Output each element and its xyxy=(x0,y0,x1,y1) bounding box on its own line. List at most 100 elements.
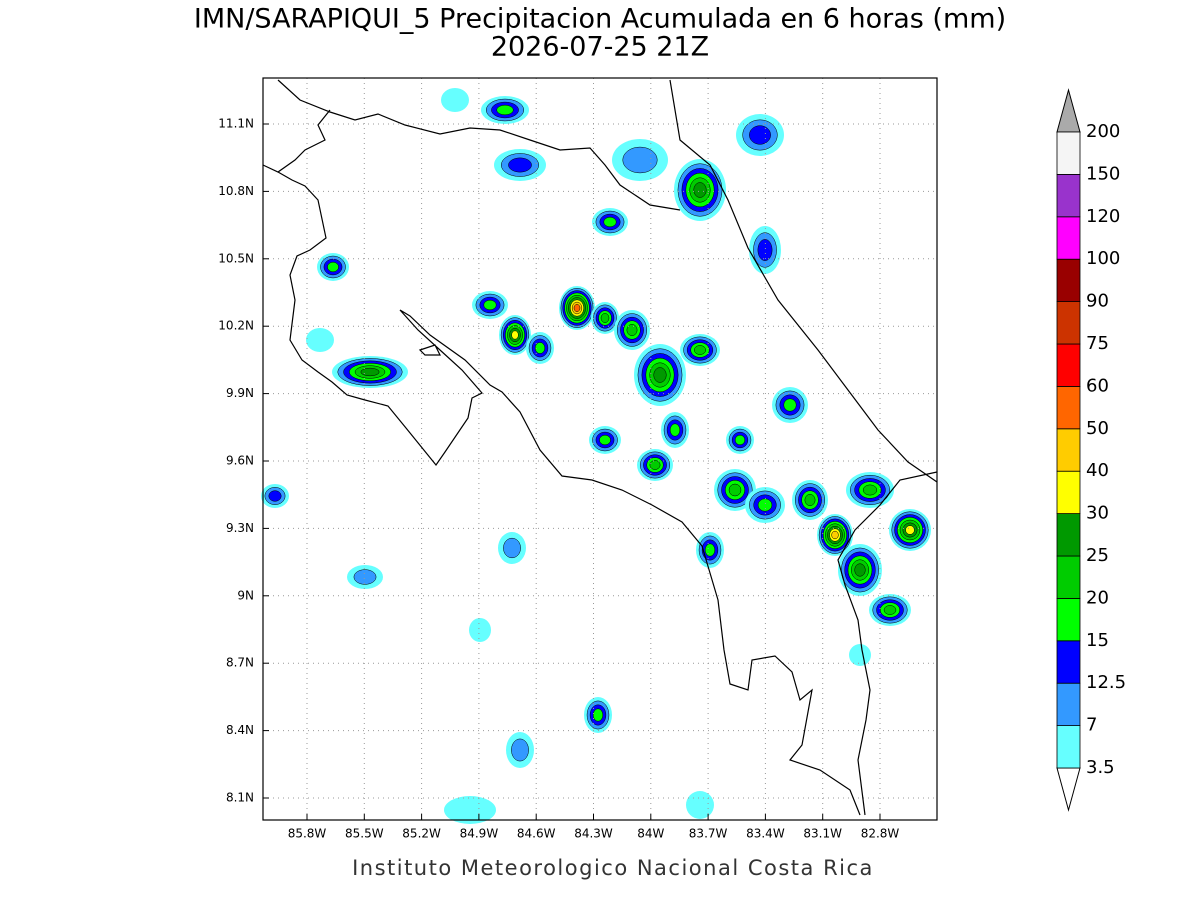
rain-contour xyxy=(883,605,897,615)
rain-contour xyxy=(592,708,604,722)
colorbar-box xyxy=(1056,258,1081,303)
colorbar-label: 90 xyxy=(1086,291,1109,312)
lat-label: 9.6N xyxy=(226,454,254,468)
rain-contour xyxy=(694,345,706,355)
colorbar-box xyxy=(1056,598,1081,642)
rain-contour xyxy=(626,324,638,336)
colorbar-box xyxy=(1056,470,1081,515)
rain-contour xyxy=(622,146,658,174)
rain-contour xyxy=(693,182,707,198)
rain-contour xyxy=(327,261,339,273)
subtitle: 2026-07-25 21Z xyxy=(491,32,709,63)
rain-contour xyxy=(653,367,667,383)
lat-label: 11.1N xyxy=(218,117,254,131)
colorbar-box xyxy=(1056,640,1081,684)
lon-label: 83.7W xyxy=(689,827,728,841)
lon-label: 83.4W xyxy=(746,827,785,841)
coastline xyxy=(262,79,938,816)
lon-label: 85.2W xyxy=(402,827,441,841)
colorbar-label: 7 xyxy=(1086,715,1097,736)
colorbar-label: 3.5 xyxy=(1086,757,1115,778)
colorbar-box xyxy=(1056,682,1081,727)
rain-contour xyxy=(854,563,866,577)
lon-label: 83.1W xyxy=(803,827,842,841)
colorbar-box xyxy=(1056,343,1081,387)
rain-contour xyxy=(749,125,771,145)
colorbar-under xyxy=(1056,767,1081,812)
rain-contour xyxy=(469,618,491,642)
colorbar-box xyxy=(1056,725,1081,769)
colorbar-box xyxy=(1056,385,1081,430)
colorbar-over xyxy=(1056,88,1081,133)
lon-label: 84.9W xyxy=(460,827,499,841)
colorbar-box xyxy=(1056,555,1081,599)
lon-label: 85.8W xyxy=(288,827,327,841)
rain-contour xyxy=(649,460,661,470)
lon-label: 82.8W xyxy=(861,827,900,841)
colorbar-label: 200 xyxy=(1086,121,1120,142)
colorbar-box xyxy=(1056,513,1081,557)
rain-contour xyxy=(511,330,519,340)
rain-contour xyxy=(783,398,797,412)
lat-label: 10.5N xyxy=(218,251,254,265)
rain-contour xyxy=(728,483,742,497)
rain-contour xyxy=(704,543,716,557)
colorbar-label: 60 xyxy=(1086,375,1109,396)
colorbar-box xyxy=(1056,131,1081,175)
rain-contour xyxy=(268,490,282,502)
rain-contour xyxy=(831,530,839,540)
rain-contour xyxy=(534,342,546,354)
rain-contour xyxy=(306,328,334,352)
graticule: 85.8W 85.5W 85.2W 84.9W 84.6W 84.3W 84W 83.7W 83… xyxy=(218,78,937,841)
colorbar-label: 15 xyxy=(1086,630,1109,651)
colorbar-label: 20 xyxy=(1086,587,1109,608)
colorbar-label: 12.5 xyxy=(1086,672,1126,693)
precipitation-field xyxy=(261,88,931,824)
rain-contour xyxy=(804,494,816,506)
lon-label: 84.6W xyxy=(517,827,556,841)
colorbar-box xyxy=(1056,428,1081,472)
rain-contour xyxy=(508,157,532,173)
rain-contour xyxy=(444,796,496,824)
rain-contour xyxy=(757,498,773,512)
lat-label: 10.2N xyxy=(218,319,254,333)
colorbar-box xyxy=(1056,173,1081,218)
title: IMN/SARAPIQUI_5 Precipitacion Acumulada … xyxy=(194,4,1006,35)
lat-label: 8.4N xyxy=(226,723,254,737)
lat-label: 9.3N xyxy=(226,521,254,535)
rain-contour xyxy=(734,434,746,446)
rain-contour xyxy=(849,644,871,666)
rain-contour xyxy=(905,525,915,535)
colorbar-label: 150 xyxy=(1086,163,1120,184)
rain-contour xyxy=(599,434,611,446)
map-frame xyxy=(262,77,938,821)
colorbar-label: 75 xyxy=(1086,333,1109,354)
rain-contour xyxy=(360,367,380,377)
footer: Instituto Meteorologico Nacional Costa R… xyxy=(352,856,874,880)
rain-contour xyxy=(573,304,581,312)
lon-label: 85.5W xyxy=(345,827,384,841)
colorbar-label: 120 xyxy=(1086,206,1120,227)
rain-contour xyxy=(353,569,377,585)
rain-contour xyxy=(483,299,497,311)
lon-label: 84W xyxy=(637,827,664,841)
rain-contour xyxy=(603,216,617,228)
colorbar-label: 40 xyxy=(1086,460,1109,481)
rain-contour xyxy=(862,484,878,496)
rain-contour xyxy=(511,738,529,762)
lat-label: 9.9N xyxy=(226,386,254,400)
lat-label: 8.1N xyxy=(226,791,254,805)
colorbar-label: 50 xyxy=(1086,418,1109,439)
lon-label: 84.3W xyxy=(574,827,613,841)
rain-contour xyxy=(669,423,681,437)
rain-contour xyxy=(757,239,773,261)
colorbar-box xyxy=(1056,301,1081,345)
rain-contour xyxy=(496,104,514,116)
colorbar: 3.5 7 12.5 15 20 25 30 40 50 60 75 90 100 120 150 200 xyxy=(1056,88,1126,812)
colorbar-label: 100 xyxy=(1086,248,1120,269)
rain-contour xyxy=(686,791,714,819)
rain-contour xyxy=(600,313,610,323)
colorbar-label: 25 xyxy=(1086,545,1109,566)
rain-contour xyxy=(503,537,521,559)
